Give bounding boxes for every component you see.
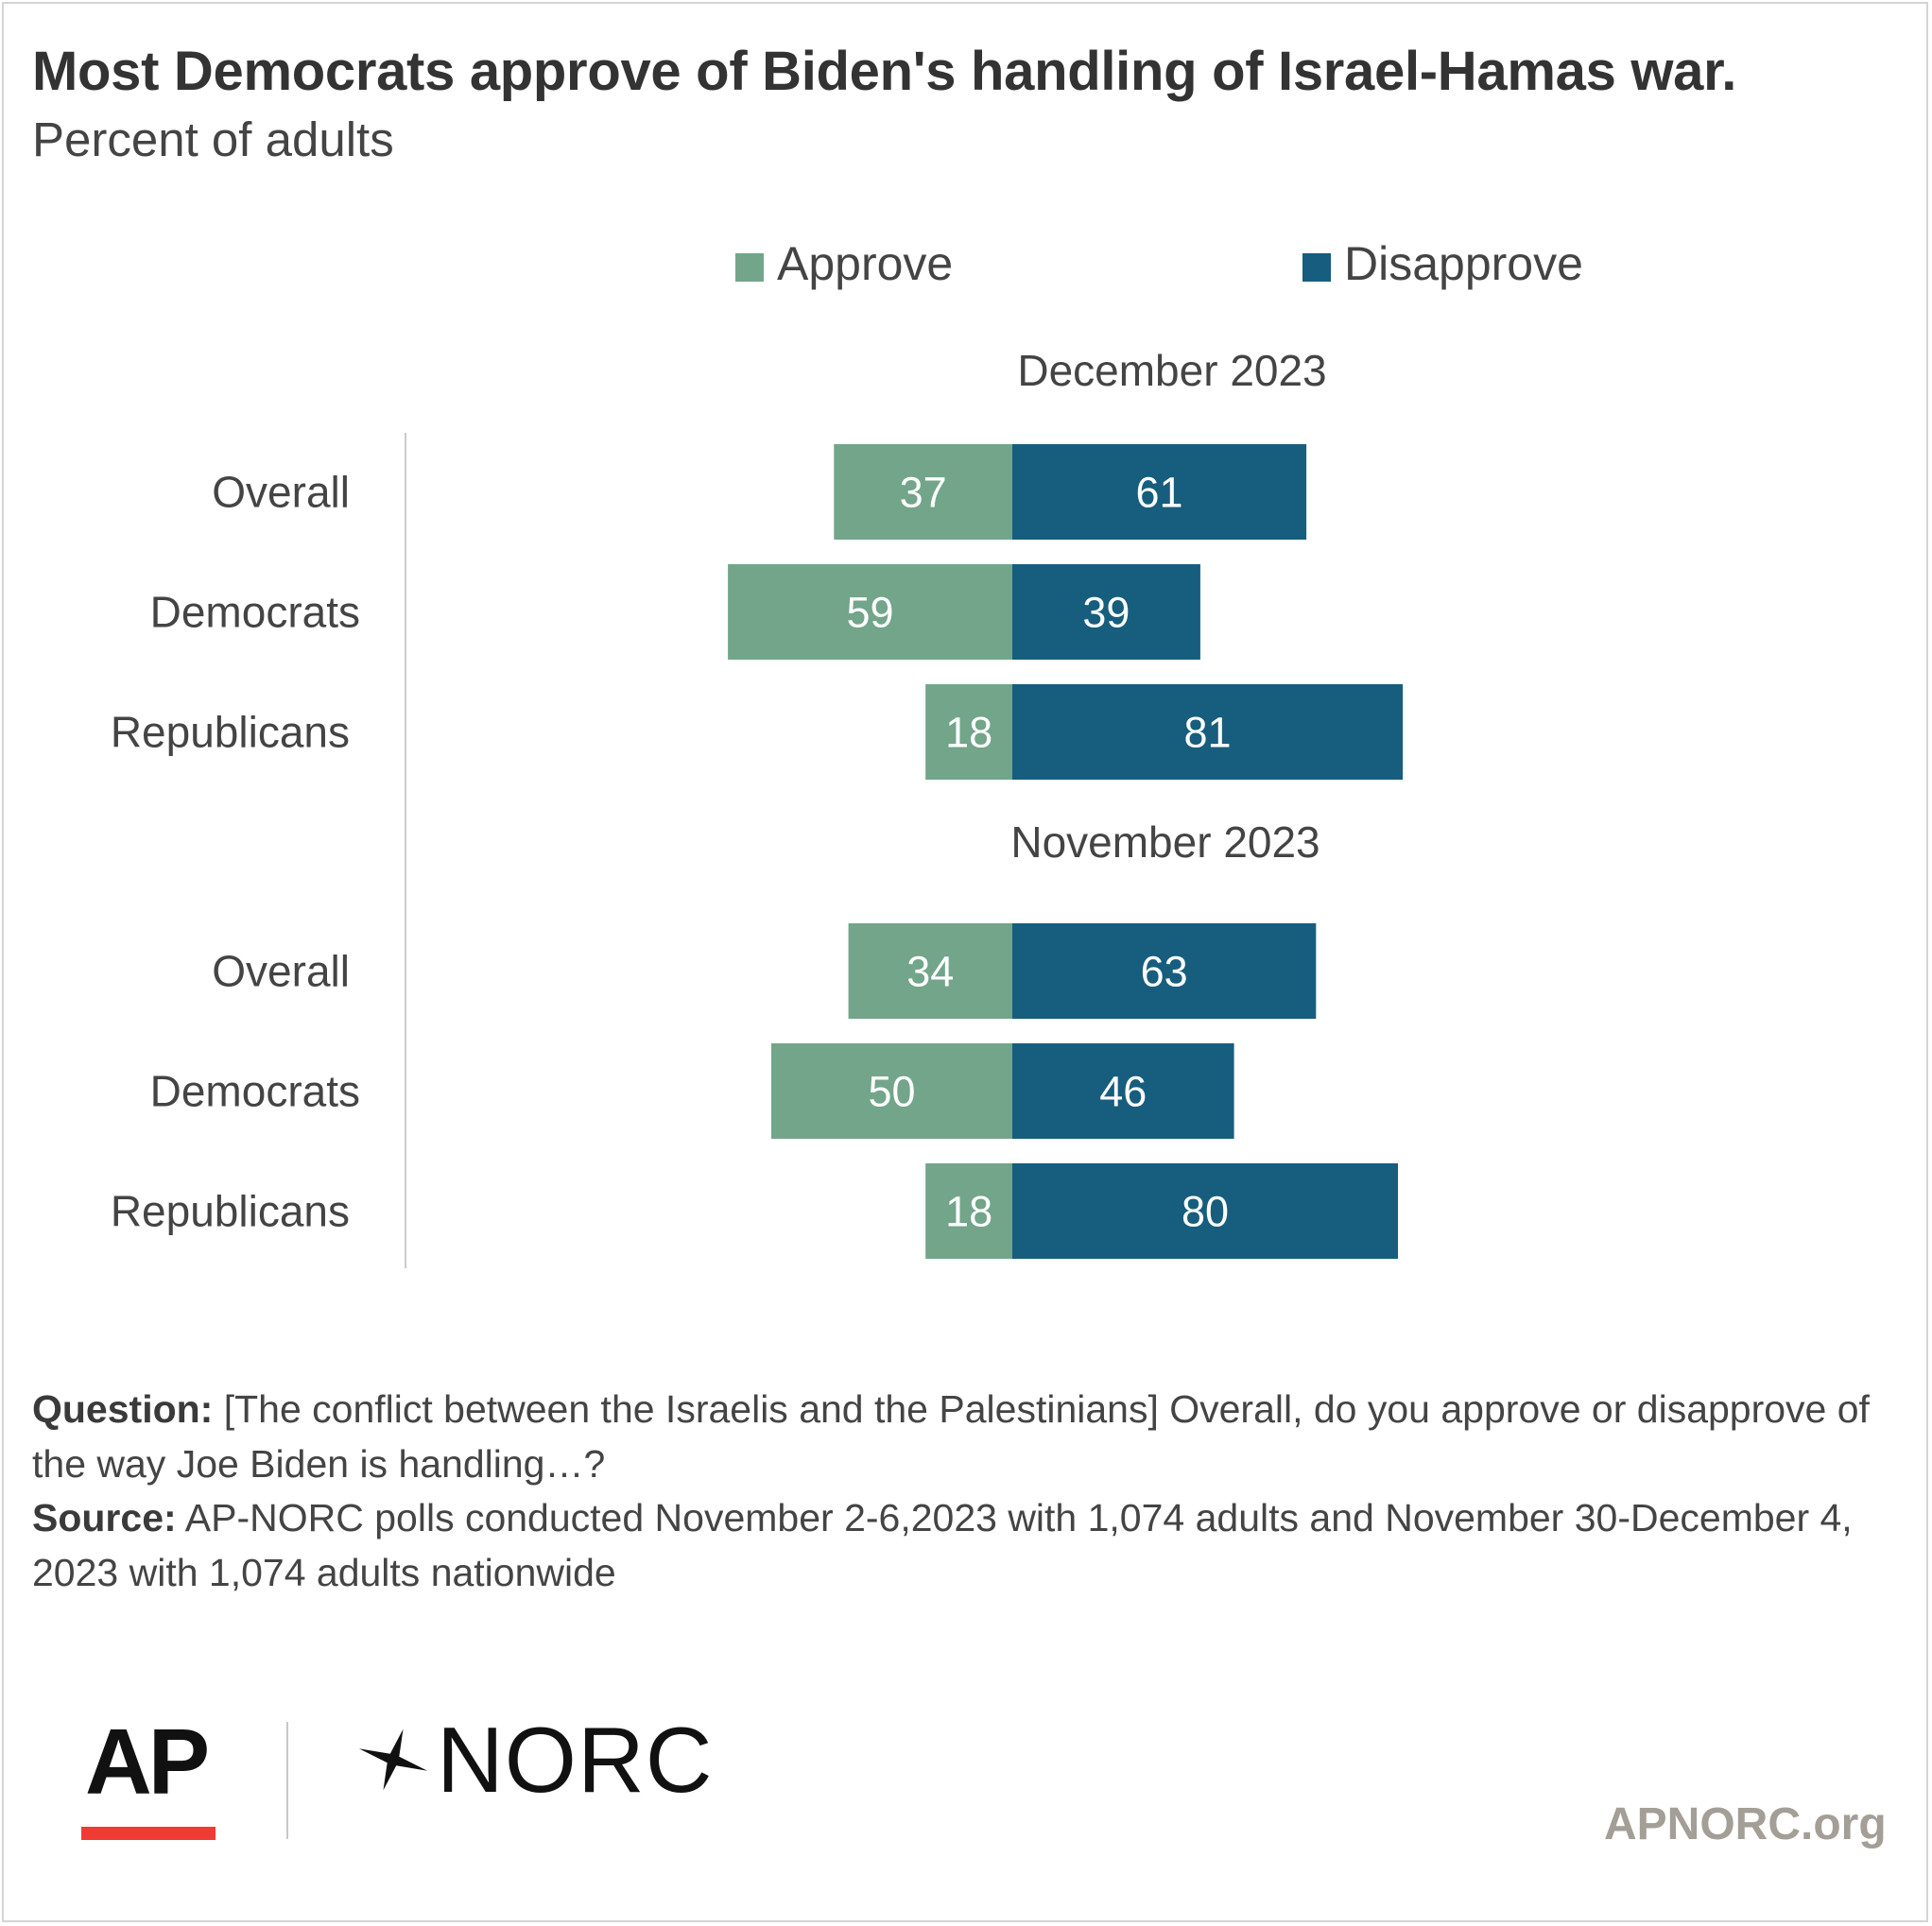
question-label: Question:: [32, 1387, 214, 1431]
norc-logo-text: NORC: [437, 1707, 714, 1812]
data-label-approve: 37: [900, 469, 947, 517]
question-note: Question: [The conflict between the Isra…: [32, 1382, 1885, 1491]
category-label: Democrats: [150, 588, 360, 637]
category-label: Overall: [212, 468, 350, 517]
legend-swatch-disapprove: [1302, 253, 1331, 282]
bar-disapprove: [1012, 1163, 1398, 1259]
data-label-disapprove: 80: [1182, 1188, 1229, 1236]
category-label: Republicans: [111, 1187, 350, 1236]
site-link[interactable]: APNORC.org: [1604, 1799, 1887, 1849]
data-label-disapprove: 81: [1184, 709, 1232, 757]
chart-subtitle: Percent of adults: [32, 112, 394, 166]
bar-approve: [728, 564, 1012, 660]
bar-approve: [771, 1043, 1012, 1139]
chart-title: Most Democrats approve of Biden's handli…: [32, 41, 1737, 102]
bar-disapprove: [1012, 684, 1404, 780]
norc-logo: NORC: [350, 1708, 714, 1812]
data-label-disapprove: 39: [1082, 589, 1130, 637]
data-label-disapprove: 63: [1141, 948, 1188, 996]
data-label-approve: 50: [868, 1068, 915, 1116]
data-label-approve: 18: [945, 709, 992, 757]
bar-disapprove: [1012, 1043, 1234, 1139]
question-text: [The conflict between the Israelis and t…: [32, 1387, 1870, 1486]
category-label: Republicans: [111, 708, 350, 757]
ap-logo-underline: [81, 1827, 216, 1840]
category-label: Overall: [212, 947, 350, 996]
data-label-disapprove: 46: [1099, 1068, 1147, 1116]
bar-approve: [834, 444, 1012, 540]
legend-label-disapprove: Disapprove: [1344, 237, 1583, 290]
source-label: Source:: [32, 1496, 177, 1539]
source-text: AP-NORC polls conducted November 2-6,202…: [32, 1496, 1853, 1594]
bar-approve: [848, 923, 1012, 1019]
ap-logo: AP: [85, 1710, 210, 1814]
data-label-approve: 34: [906, 948, 954, 996]
bar-disapprove: [1012, 564, 1200, 660]
data-label-disapprove: 61: [1136, 469, 1183, 517]
group-label: December 2023: [1017, 346, 1326, 395]
chart-svg: Approve Disapprove December 2023 Overall 37 6…: [111, 237, 1583, 1268]
bar-disapprove: [1012, 923, 1317, 1019]
source-note: Source: AP-NORC polls conducted November…: [32, 1490, 1885, 1600]
legend-label-approve: Approve: [777, 237, 953, 290]
bar-approve: [925, 684, 1012, 780]
bar-approve: [925, 1163, 1012, 1259]
logo-divider: [286, 1722, 288, 1839]
legend-swatch-approve: [735, 253, 764, 282]
data-label-approve: 59: [847, 589, 894, 637]
star-burst-icon: [358, 1728, 428, 1791]
category-label: Democrats: [150, 1067, 360, 1116]
bar-disapprove: [1012, 444, 1307, 540]
data-label-approve: 18: [945, 1188, 992, 1236]
group-label: November 2023: [1010, 817, 1320, 867]
